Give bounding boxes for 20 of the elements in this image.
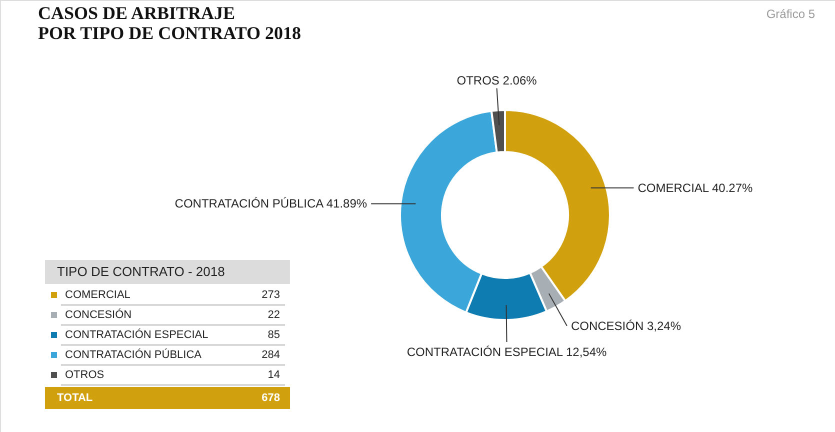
category-label: CONTRATACIÓN ESPECIAL 12,54% (406, 344, 607, 359)
text: 678 (262, 392, 280, 404)
legend-label: CONCESIÓN (65, 308, 132, 321)
data-label: 14 (268, 369, 280, 381)
text: TOTAL (57, 392, 93, 404)
legend-label: CONTRATACIÓN PÚBLICA (65, 348, 202, 361)
data-label: 85 (268, 329, 280, 341)
legend-label: CONTRATACIÓN ESPECIAL (65, 328, 208, 341)
text: TIPO DE CONTRATO - 2018 (57, 264, 225, 279)
data-label: 273 (262, 289, 280, 301)
category-label: COMERCIAL 40.27% (638, 180, 753, 195)
data-label: 284 (262, 349, 280, 361)
category-label: CONCESIÓN 3,24% (570, 318, 681, 333)
legend-label: OTROS (65, 369, 104, 381)
chart-title: CASOS DE ARBITRAJE POR TIPO DE CONTRATO 2018 (38, 3, 302, 43)
text: Gráfico 5 (766, 7, 816, 21)
category-label: OTROS 2.06% (456, 73, 537, 88)
legend-label: COMERCIAL (65, 289, 130, 301)
category-label: CONTRATACIÓN PÚBLICA 41.89% (174, 196, 368, 211)
data-label: 22 (268, 309, 280, 321)
